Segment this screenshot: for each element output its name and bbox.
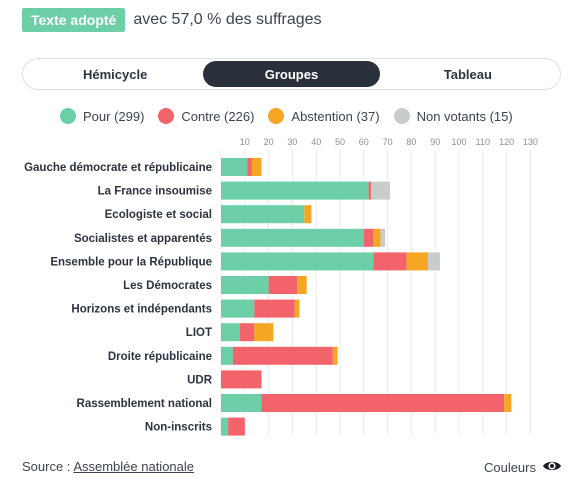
result-text: avec 57,0 % des suffrages [133,11,322,28]
bar-abstention [304,205,312,224]
x-tick-label: 30 [287,137,297,147]
legend-label-pour: Pour (299) [83,108,145,124]
x-tick-label: 70 [383,137,393,147]
bar-pour [221,417,229,436]
tab-tableau[interactable]: Tableau [443,66,492,82]
bar-abstention [373,228,381,247]
category-label: LIOT [186,327,212,339]
bar-pour [221,205,305,224]
category-label: Rassemblement national [77,398,212,410]
source-prefix: Source : [22,459,74,474]
result-header: Texte adopté avec 57,0 % des suffrages [22,8,322,32]
x-tick-label: 60 [359,137,369,147]
bar-pour [221,252,374,271]
x-tick-label: 50 [335,137,345,147]
bar-pour [221,228,364,247]
bar-abstention [297,276,307,294]
category-label: Socialistes et apparentés [74,233,212,245]
bar-abstention [332,346,338,365]
stacked-bar-chart: 10 20 30 40 50 60 70 80 90 100 110 120 130 Gauche dém… [24,137,538,436]
eye-icon [542,459,562,476]
category-label: Les Démocrates [123,280,212,292]
x-tick-label: 20 [264,137,274,147]
bar-pour [221,299,255,318]
source-note: Source : Assemblée nationale [22,459,194,474]
bar-contre [268,276,298,294]
legend-item-contre: Contre (226) [158,108,254,124]
bar-contre [373,252,407,271]
x-tick-label: 120 [499,137,514,147]
bar-contre [368,181,371,200]
bar-abstention [254,323,274,342]
bar-non-votants [370,181,390,200]
x-tick-label: 100 [451,137,466,147]
bar-contre [254,299,295,318]
bar-abstention [406,252,429,271]
x-tick-label: 90 [430,137,440,147]
tab-hemicycle[interactable]: Hémicycle [83,66,148,82]
legend-item-pour: Pour (299) [60,108,144,124]
bar-contre [247,158,252,176]
bar-pour [221,276,269,294]
view-tabs: Hémicycle Groupes Tableau [22,58,561,90]
category-label: Gauche démocrate et républicaine [24,162,212,174]
bar-abstention [504,394,512,412]
bar-contre [261,394,505,412]
category-label: Horizons et indépendants [71,304,212,316]
bar-non-votants [380,228,386,247]
category-label: Ecologiste et social [105,209,212,221]
x-tick-label: 130 [523,137,538,147]
bar-contre [232,346,333,365]
x-tick-label: 80 [406,137,416,147]
x-tick-label: 110 [476,137,490,147]
footer: Source : Assemblée nationale Couleurs [22,457,562,477]
category-label: UDR [187,374,213,386]
bar-pour [221,346,233,365]
category-label: Non-inscrits [145,422,212,434]
legend-label-contre: Contre (226) [181,108,255,124]
legend-dot-non-votants [393,108,410,124]
bar-non-votants [428,252,440,271]
category-label: Ensemble pour la République [50,256,212,268]
bar-pour [221,323,241,342]
category-label: La France insoumise [98,186,212,198]
colors-toggle[interactable]: Couleurs [484,459,562,476]
bar-contre [240,323,255,342]
bar-contre [363,228,374,247]
bar-contre [228,417,245,436]
chart-legend: Pour (299) Contre (226) Abstention (37) … [60,108,527,124]
legend-dot-pour [60,108,76,124]
bar-pour [221,181,369,200]
legend-item-abstention: Abstention (37) [268,108,380,124]
colors-label: Couleurs [483,460,536,475]
legend-dot-abstention [268,108,285,124]
bar-abstention [251,158,262,176]
bar-pour [221,394,262,412]
legend-dot-contre [158,108,175,124]
bar-contre [221,370,262,389]
source-link[interactable]: Assemblée nationale [73,459,195,474]
x-tick-label: 40 [311,137,321,147]
legend-label-abstention: Abstention (37) [291,108,380,124]
x-tick-label: 10 [240,137,250,147]
legend-label-non-votants: Non votants (15) [416,108,513,124]
status-badge: Texte adopté [22,8,126,32]
legend-item-non-votants: Non votants (15) [393,108,513,124]
bar-abstention [294,299,300,318]
bar-pour [221,158,248,176]
tab-groupes[interactable]: Groupes [203,61,380,87]
category-label: Droite républicaine [108,351,212,363]
